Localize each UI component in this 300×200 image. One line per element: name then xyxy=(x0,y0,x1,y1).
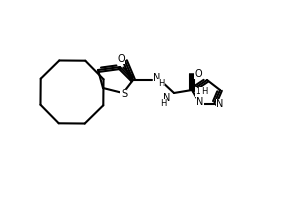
Text: H: H xyxy=(160,99,166,108)
Text: N: N xyxy=(153,73,161,83)
Text: N: N xyxy=(216,99,224,109)
Text: O: O xyxy=(117,54,125,64)
Text: N: N xyxy=(163,93,171,103)
Text: H: H xyxy=(201,88,207,97)
Text: O: O xyxy=(194,69,202,79)
Text: N: N xyxy=(196,97,204,107)
Text: S: S xyxy=(121,89,127,99)
Text: 1: 1 xyxy=(196,88,200,97)
Text: H: H xyxy=(158,79,164,88)
